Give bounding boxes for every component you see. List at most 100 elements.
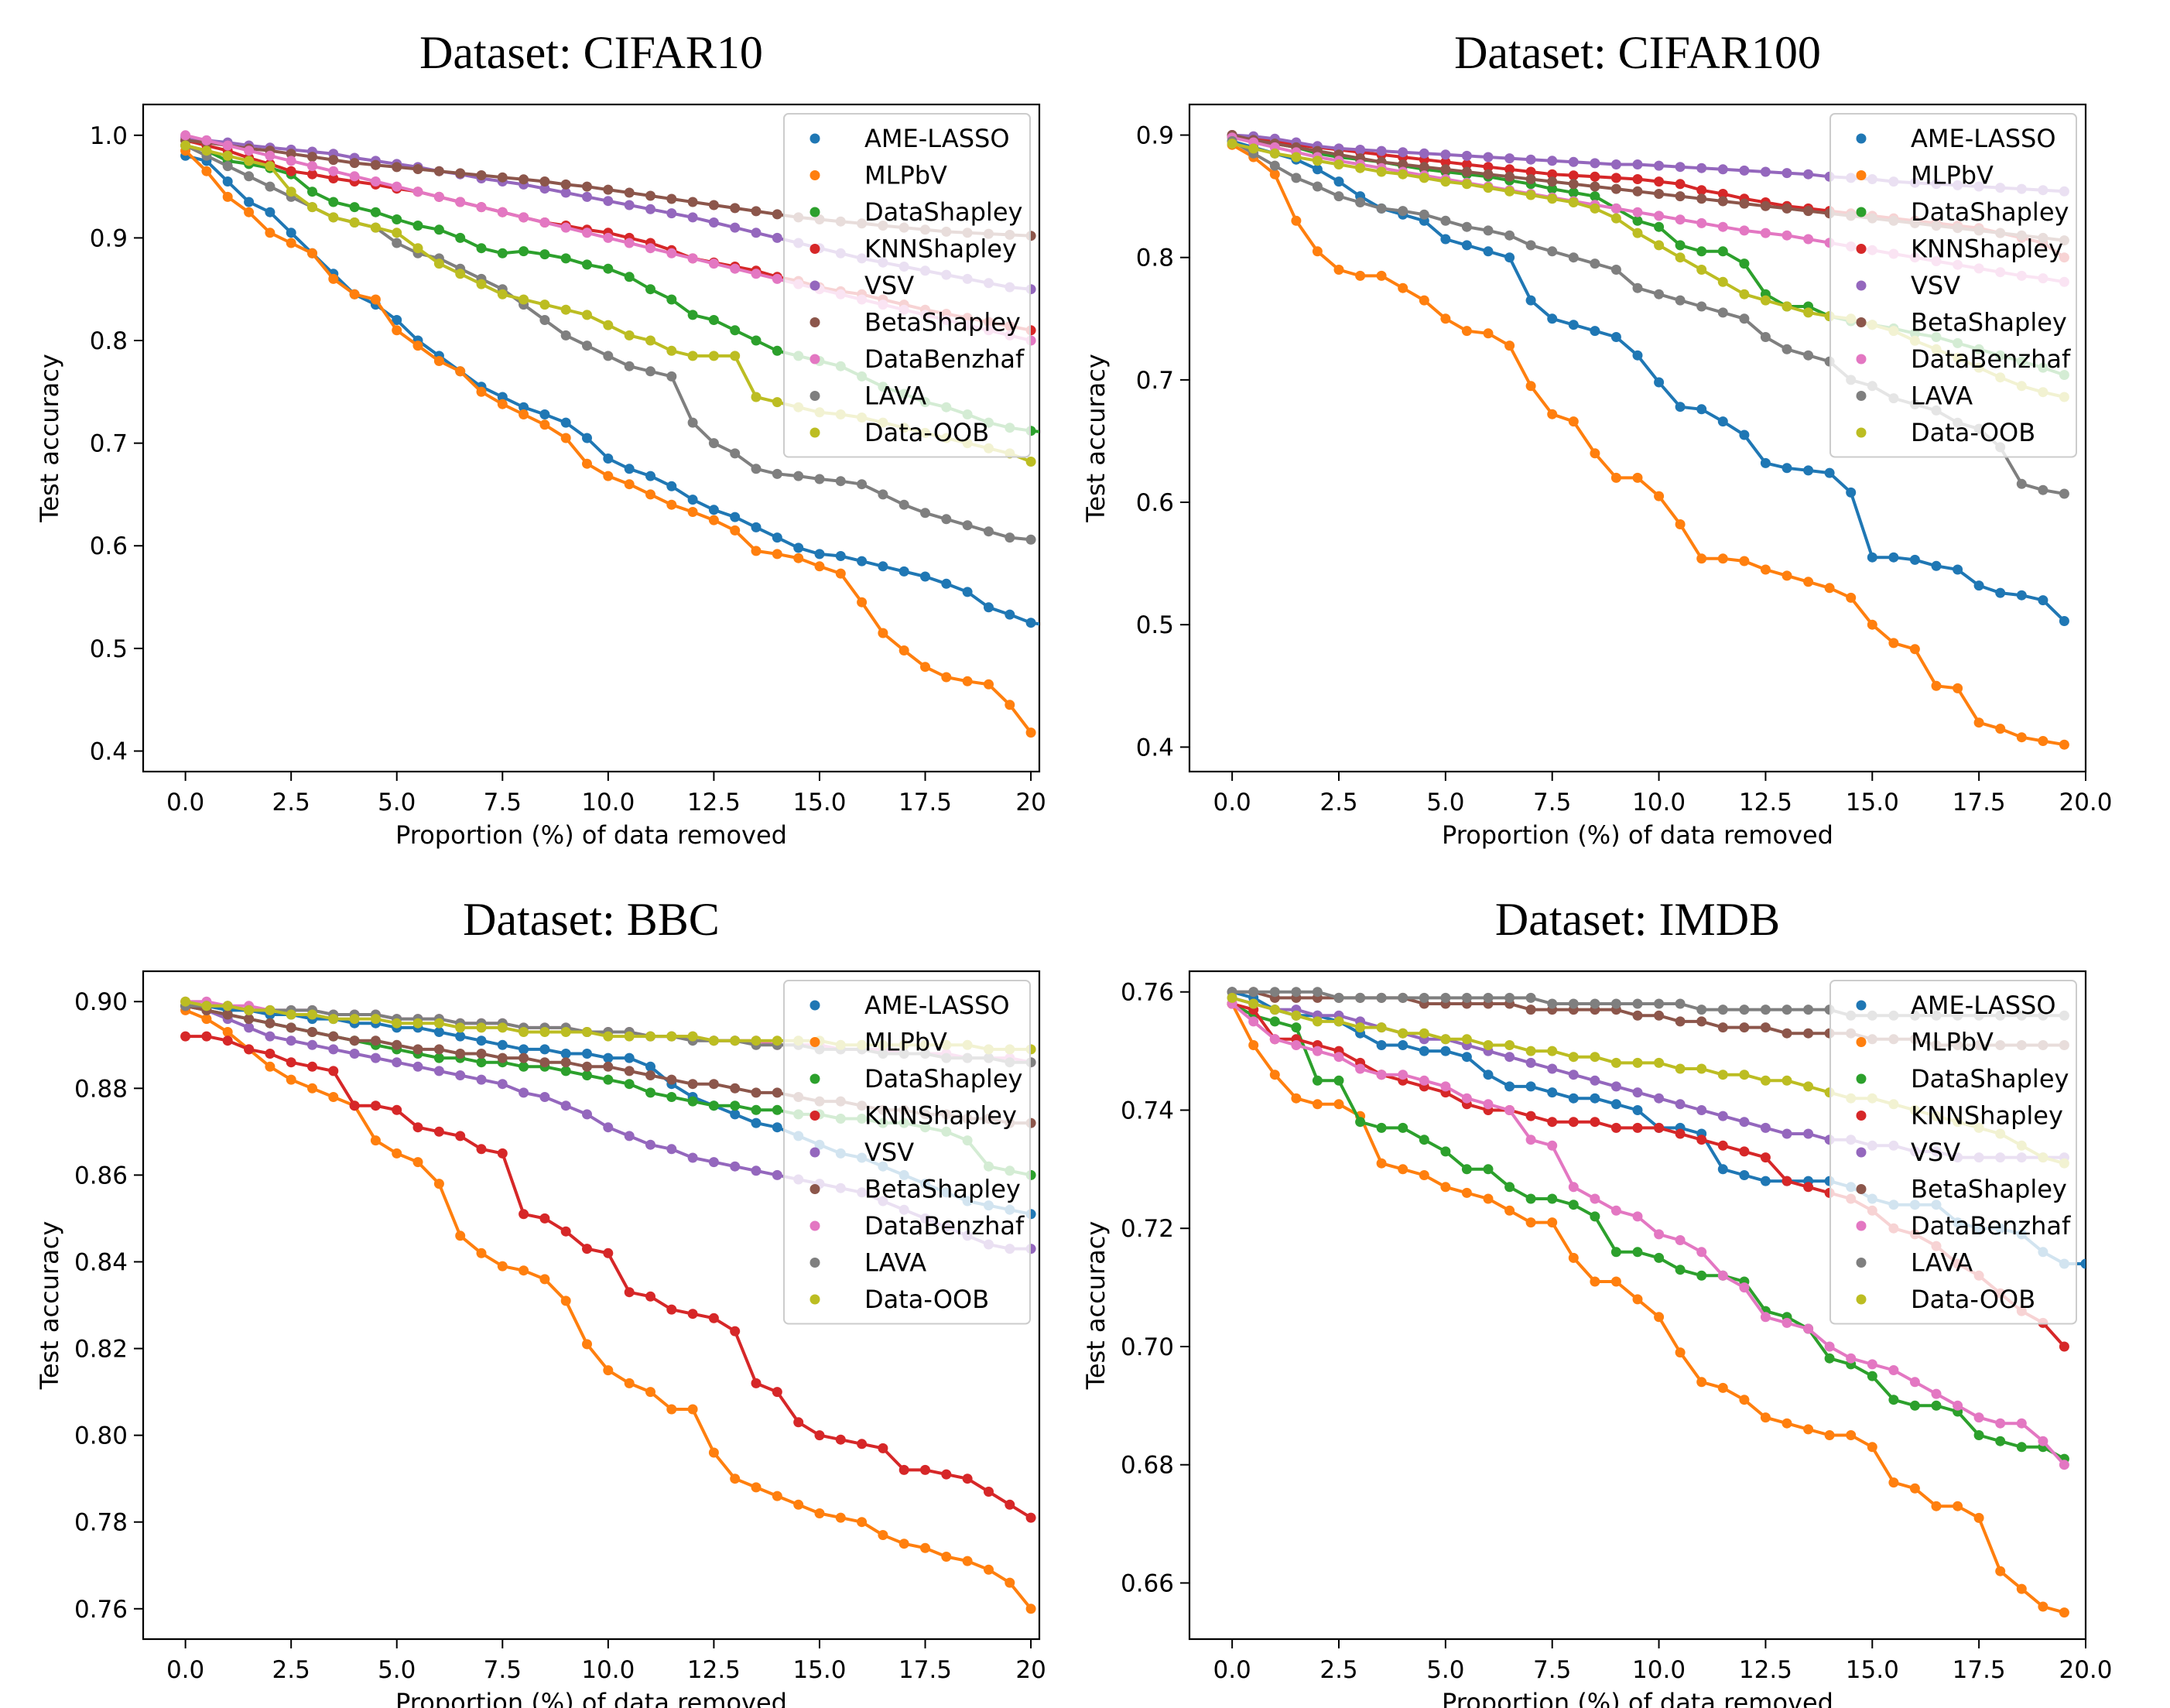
data-point-mlpbv (1504, 341, 1515, 351)
data-point-vsv (666, 208, 677, 219)
data-point-betashapley (328, 1031, 339, 1042)
data-point-vsv (1419, 148, 1429, 159)
data-point-betashapley (1803, 1028, 1814, 1039)
data-point-ame-lasso (1525, 1081, 1536, 1092)
data-point-ame-lasso (1675, 402, 1686, 412)
data-point-lava (1419, 209, 1429, 220)
data-point-vsv (1654, 160, 1665, 171)
data-point-vsv (1483, 152, 1494, 163)
data-point-data-oob (624, 330, 635, 341)
data-point-knnshapley (476, 1144, 487, 1155)
data-point-databenzhaf (244, 145, 255, 156)
legend-marker-ame-lasso (1856, 133, 1867, 144)
data-point-ame-lasso (1696, 404, 1707, 415)
data-point-databenzhaf (1525, 1135, 1536, 1145)
y-tick-label: 0.9 (1136, 122, 1174, 150)
data-point-ame-lasso (286, 228, 296, 238)
legend-marker-lava (1856, 391, 1867, 401)
data-point-databenzhaf (1760, 1312, 1771, 1323)
data-point-mlpbv (2016, 732, 2027, 743)
data-point-vsv (1568, 1070, 1579, 1080)
x-tick-label: 7.5 (1533, 789, 1571, 816)
data-point-ame-lasso (1461, 240, 1472, 251)
y-tick-label: 0.72 (1121, 1215, 1174, 1243)
data-point-data-oob (751, 392, 762, 402)
data-point-datashapley (1717, 246, 1728, 257)
data-point-databenzhaf (2059, 1460, 2069, 1470)
data-point-data-oob (772, 1035, 782, 1046)
data-point-ame-lasso (1654, 377, 1665, 388)
data-point-databenzhaf (1888, 1365, 1899, 1375)
data-point-vsv (1461, 150, 1472, 161)
legend-marker-data-oob (1856, 427, 1867, 438)
legend-label-databenzhaf: DataBenzhaf (1911, 344, 2071, 374)
data-point-datashapley (1888, 1395, 1899, 1405)
x-tick-label: 17.5 (1953, 1656, 2006, 1684)
data-point-datashapley (476, 1057, 487, 1068)
legend-marker-vsv (809, 280, 820, 291)
data-point-betashapley (560, 1057, 571, 1068)
data-point-databenzhaf (1717, 1270, 1728, 1281)
data-point-knnshapley (201, 1031, 212, 1042)
data-point-data-oob (1590, 203, 1600, 214)
data-point-datashapley (1696, 1270, 1707, 1281)
data-point-lava (1025, 534, 1036, 545)
data-point-knnshapley (1005, 1499, 1015, 1510)
data-point-lava (1376, 203, 1387, 214)
y-tick-label: 0.7 (1136, 367, 1174, 395)
data-point-data-oob (1739, 1070, 1750, 1080)
series-line-databenzhaf (1230, 1002, 2066, 1467)
data-point-datashapley (687, 310, 698, 320)
data-point-betashapley (624, 1066, 635, 1076)
data-point-vsv (751, 228, 762, 238)
data-point-mlpbv (433, 356, 444, 366)
y-tick-label: 0.6 (90, 532, 128, 560)
data-point-mlpbv (412, 1157, 423, 1168)
data-point-ame-lasso (793, 543, 804, 553)
data-point-knnshapley (539, 1213, 550, 1224)
data-point-mlpbv (455, 1231, 466, 1241)
data-point-lava (1610, 998, 1621, 1009)
data-point-knnshapley (222, 1035, 233, 1046)
data-point-vsv (1547, 156, 1558, 166)
data-point-data-oob (1760, 1075, 1771, 1086)
plot-frame (1188, 103, 2087, 773)
data-point-lava (1590, 998, 1600, 1009)
data-point-betashapley (519, 174, 529, 185)
data-point-betashapley (645, 1070, 655, 1080)
data-point-ame-lasso (1953, 564, 1963, 575)
data-point-mlpbv (730, 1474, 741, 1484)
data-point-vsv (1717, 164, 1728, 175)
data-point-data-oob (1440, 176, 1451, 187)
data-point-knnshapley (814, 1430, 825, 1441)
data-point-databenzhaf (307, 161, 317, 172)
data-point-ame-lasso (1824, 467, 1835, 478)
data-point-knnshapley (1760, 1152, 1771, 1163)
data-point-vsv (1739, 1117, 1750, 1128)
data-point-data-oob (497, 289, 508, 299)
y-tick-label: 0.90 (74, 988, 128, 1016)
data-point-mlpbv (1675, 1347, 1686, 1358)
data-point-betashapley (1739, 1022, 1750, 1033)
data-point-mlpbv (1525, 1217, 1536, 1228)
data-point-ame-lasso (1739, 1170, 1750, 1180)
data-point-databenzhaf (1312, 1046, 1323, 1056)
data-point-betashapley (666, 193, 677, 204)
data-point-datashapley (560, 253, 571, 264)
data-point-vsv (370, 1053, 381, 1063)
data-point-databenzhaf (286, 156, 296, 166)
legend-label-vsv: VSV (864, 271, 914, 300)
data-point-ame-lasso (265, 207, 276, 217)
data-point-datashapley (455, 232, 466, 243)
data-point-knnshapley (560, 1226, 571, 1237)
data-point-ame-lasso (560, 417, 571, 428)
data-point-mlpbv (1398, 282, 1408, 293)
data-point-lava (1547, 246, 1558, 257)
y-tick-label: 0.6 (1136, 489, 1174, 517)
data-point-vsv (603, 1122, 614, 1133)
data-point-datashapley (1398, 1122, 1408, 1133)
legend-marker-betashapley (1856, 317, 1867, 327)
data-point-data-oob (1803, 1081, 1814, 1092)
legend-marker-lava (809, 1258, 820, 1268)
data-point-data-oob (1610, 213, 1621, 224)
